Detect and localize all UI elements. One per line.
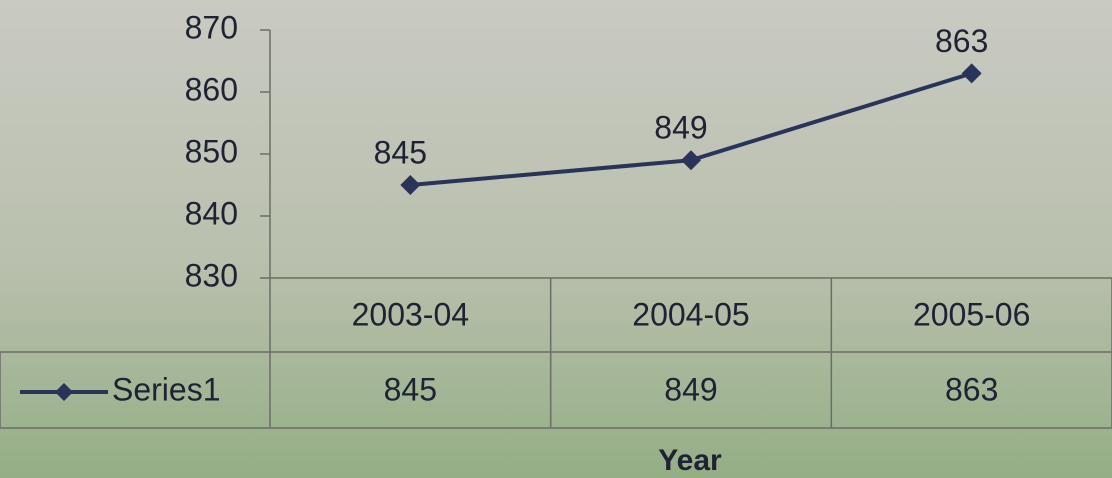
y-tick-label: 860 (185, 71, 238, 107)
legend-label: Series1 (112, 371, 221, 407)
x-tick-label: 2004-05 (632, 296, 749, 332)
x-tick-label: 2005-06 (913, 296, 1030, 332)
marker (681, 150, 701, 171)
y-tick-label: 850 (185, 133, 238, 169)
marker (961, 63, 982, 84)
y-tick-label: 840 (185, 195, 238, 231)
marker (400, 175, 421, 195)
legend-marker (55, 383, 73, 401)
x-tick-label: 2003-04 (352, 296, 469, 332)
data-label: 845 (374, 134, 427, 170)
data-label: 863 (935, 23, 988, 59)
y-tick-label: 830 (185, 257, 238, 293)
table-value: 845 (384, 371, 437, 407)
table-value: 863 (945, 371, 998, 407)
y-tick-label: 870 (185, 9, 238, 45)
x-axis-label: Year (658, 444, 722, 477)
data-label: 849 (654, 110, 707, 146)
table-value: 849 (664, 371, 717, 407)
